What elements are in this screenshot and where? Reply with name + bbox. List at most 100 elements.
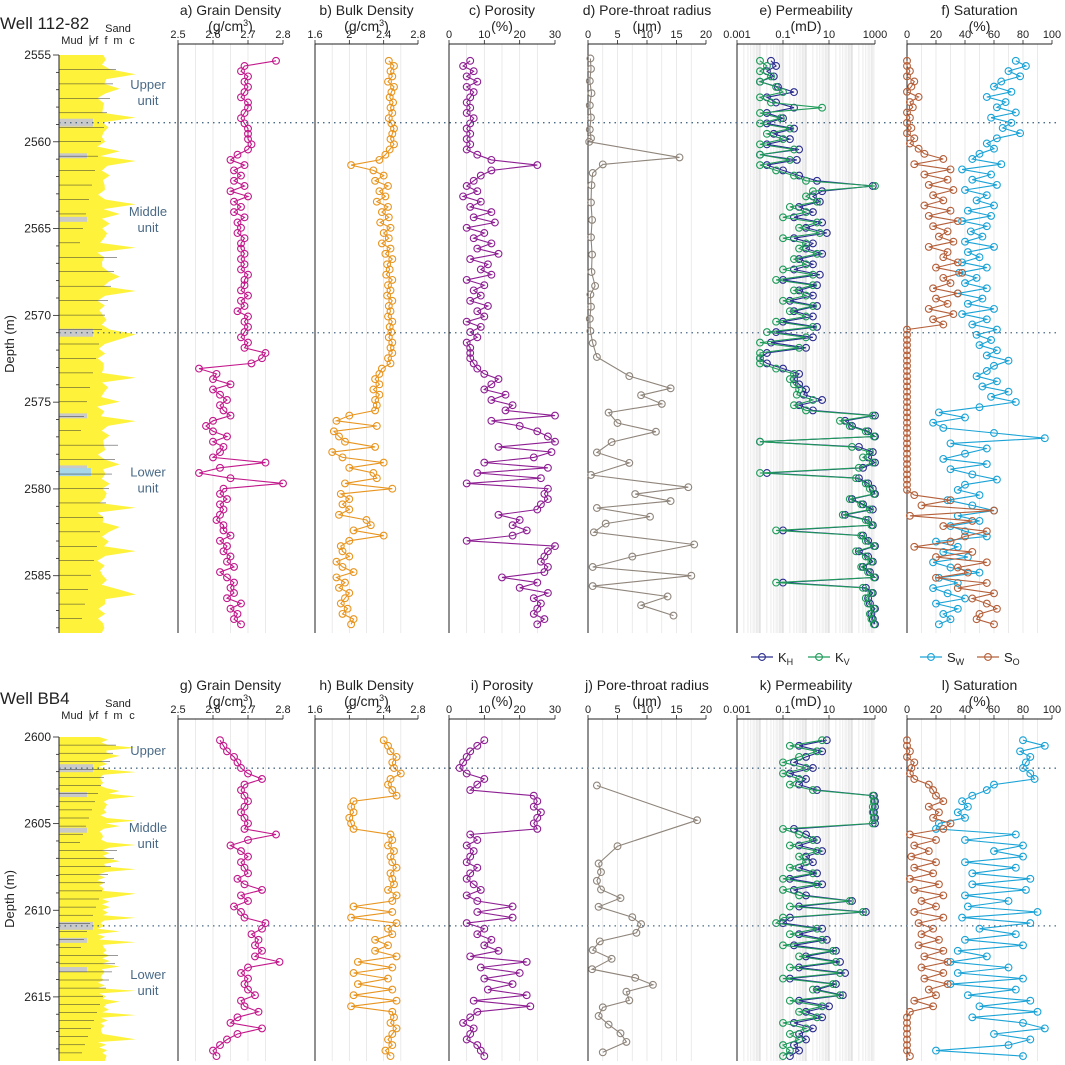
cemented-bed <box>59 468 91 477</box>
data-point <box>961 237 969 246</box>
data-point <box>480 1052 489 1061</box>
data-point <box>802 208 810 217</box>
data-point <box>233 1030 242 1038</box>
data-point <box>585 137 594 146</box>
data-point <box>992 325 1001 334</box>
data-point <box>345 589 354 597</box>
data-point <box>388 858 397 867</box>
data-point <box>466 786 475 795</box>
data-point <box>223 396 231 404</box>
data-point <box>871 182 879 190</box>
data-point <box>790 380 798 389</box>
data-point <box>375 380 384 389</box>
data-point <box>341 437 349 446</box>
data-point <box>371 946 380 955</box>
x-tick-label: 20 <box>930 29 942 41</box>
data-point <box>815 229 824 237</box>
data-point <box>261 458 270 467</box>
data-point <box>237 847 245 856</box>
x-tick-label: 10 <box>823 29 835 41</box>
data-point <box>466 103 475 112</box>
log-header-f: f <box>104 710 108 722</box>
x-tick-label: 2.7 <box>240 29 255 41</box>
data-point <box>972 615 981 624</box>
data-point <box>392 996 401 1005</box>
data-point <box>975 924 984 933</box>
data-point <box>392 919 401 928</box>
data-point <box>632 928 641 937</box>
depth-tick-label: 2575 <box>24 395 51 409</box>
data-point <box>903 480 911 489</box>
data-point <box>852 474 861 483</box>
data-point <box>487 208 496 217</box>
data-point <box>386 343 395 352</box>
data-point <box>968 547 977 556</box>
data-point <box>384 234 393 243</box>
series-so <box>903 56 1001 629</box>
log-header-mud: Mud <box>61 35 82 47</box>
panel-title: c) Porosity <box>469 2 535 18</box>
data-point <box>785 741 794 750</box>
data-point <box>966 227 975 236</box>
data-point <box>772 526 781 535</box>
series-line <box>458 739 542 1057</box>
series-line <box>461 60 557 625</box>
data-point <box>657 399 666 408</box>
data-point <box>343 604 352 613</box>
data-point <box>226 155 235 164</box>
data-point <box>990 201 998 210</box>
data-point <box>779 1052 787 1061</box>
data-point <box>244 124 252 133</box>
data-point <box>903 429 911 437</box>
series-line <box>931 60 1045 625</box>
x-tick-label: 15 <box>670 704 682 716</box>
data-point <box>237 67 245 76</box>
data-point <box>230 166 238 175</box>
x-tick-label: 2.8 <box>410 704 425 716</box>
data-point <box>381 150 390 159</box>
data-point <box>216 568 224 577</box>
data-point <box>924 780 933 789</box>
data-point <box>376 218 385 227</box>
data-point <box>949 310 958 319</box>
data-point <box>237 265 245 274</box>
data-point <box>473 187 482 196</box>
data-point <box>756 109 764 117</box>
data-point <box>469 996 478 1005</box>
panel-title: l) Saturation <box>942 677 1017 693</box>
data-point <box>466 202 475 211</box>
data-point <box>522 991 531 1000</box>
data-point <box>972 196 981 205</box>
data-point <box>230 615 238 624</box>
data-point <box>802 1024 810 1033</box>
data-point <box>244 836 252 844</box>
data-point <box>903 403 911 412</box>
data-point <box>336 489 345 498</box>
data-point <box>345 463 354 472</box>
data-point <box>666 384 675 393</box>
data-point <box>536 599 545 608</box>
data-point <box>529 802 538 811</box>
log-header-m: m <box>113 35 122 47</box>
data-point <box>209 375 217 384</box>
data-point <box>808 187 817 196</box>
data-point <box>818 747 827 756</box>
data-point <box>910 491 919 500</box>
data-point <box>244 974 252 983</box>
data-point <box>1011 398 1020 406</box>
data-point <box>903 361 911 370</box>
data-point <box>968 594 977 603</box>
unit-label-2: unit <box>138 480 159 495</box>
data-point <box>388 836 397 844</box>
x-tick-label: 2.4 <box>376 704 391 716</box>
data-point <box>1026 769 1035 778</box>
data-point <box>920 974 929 983</box>
data-point <box>790 1018 798 1027</box>
data-point <box>903 752 911 761</box>
data-point <box>903 372 911 381</box>
data-point <box>953 289 962 298</box>
panel-l: 0 20 40 60 80 100 l) Saturation(%) <box>903 677 1061 1061</box>
unit-label-1: Middle <box>129 820 167 835</box>
data-point <box>384 77 392 86</box>
data-point <box>903 387 911 396</box>
